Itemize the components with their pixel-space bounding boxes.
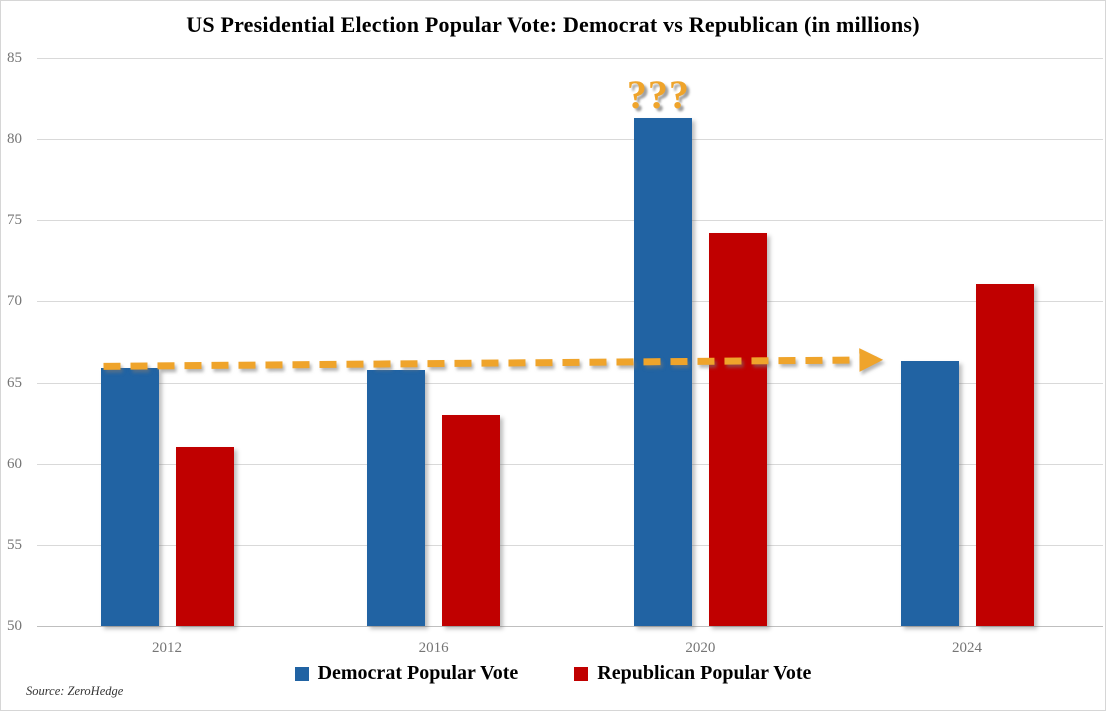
bar-2016-democrat [367, 369, 426, 626]
legend-label-republican: Republican Popular Vote [597, 662, 812, 684]
bar-2020-democrat [633, 118, 692, 626]
gridline-65 [37, 382, 1103, 384]
gridline-50 [37, 626, 1103, 627]
bar-2024-democrat [900, 361, 959, 626]
y-tick-label-75: 75 [7, 212, 22, 229]
bar-2016-republican [442, 415, 501, 626]
legend-item-republican: Republican Popular Vote [574, 662, 811, 685]
gridline-85 [37, 58, 1103, 59]
chart-title: US Presidential Election Popular Vote: D… [186, 12, 920, 37]
x-tick-label-2016: 2016 [418, 640, 449, 656]
bar-2012-republican [175, 447, 234, 626]
source-note: Source: ZeroHedge [26, 684, 124, 698]
y-tick-label-80: 80 [7, 131, 22, 148]
gridline-70 [37, 301, 1103, 303]
gridline-55 [37, 544, 1103, 546]
gridline-75 [37, 220, 1103, 222]
x-tick-label-2012: 2012 [152, 640, 182, 656]
bar-2012-democrat [100, 367, 159, 626]
bar-2020-republican [708, 233, 767, 626]
y-tick-label-55: 55 [7, 536, 22, 553]
x-tick-label-2024: 2024 [952, 640, 982, 656]
y-tick-label-70: 70 [7, 293, 22, 310]
y-tick-label-65: 65 [7, 374, 22, 391]
legend-label-democrat: Democrat Popular Vote [317, 662, 519, 684]
gridline-60 [37, 463, 1103, 465]
y-tick-label-50: 50 [7, 618, 22, 634]
chart-legend: Democrat Popular Vote Republican Popular… [1, 662, 1105, 685]
legend-item-democrat: Democrat Popular Vote [294, 662, 519, 685]
gridline-80 [37, 139, 1103, 141]
question-marks-annotation: ??? [626, 72, 690, 118]
bar-2024-republican [975, 283, 1034, 626]
republican-swatch-icon [574, 666, 589, 681]
y-tick-label-85: 85 [7, 50, 22, 66]
democrat-swatch-icon [294, 666, 309, 681]
x-tick-label-2020: 2020 [685, 640, 716, 656]
y-tick-label-60: 60 [7, 455, 22, 472]
